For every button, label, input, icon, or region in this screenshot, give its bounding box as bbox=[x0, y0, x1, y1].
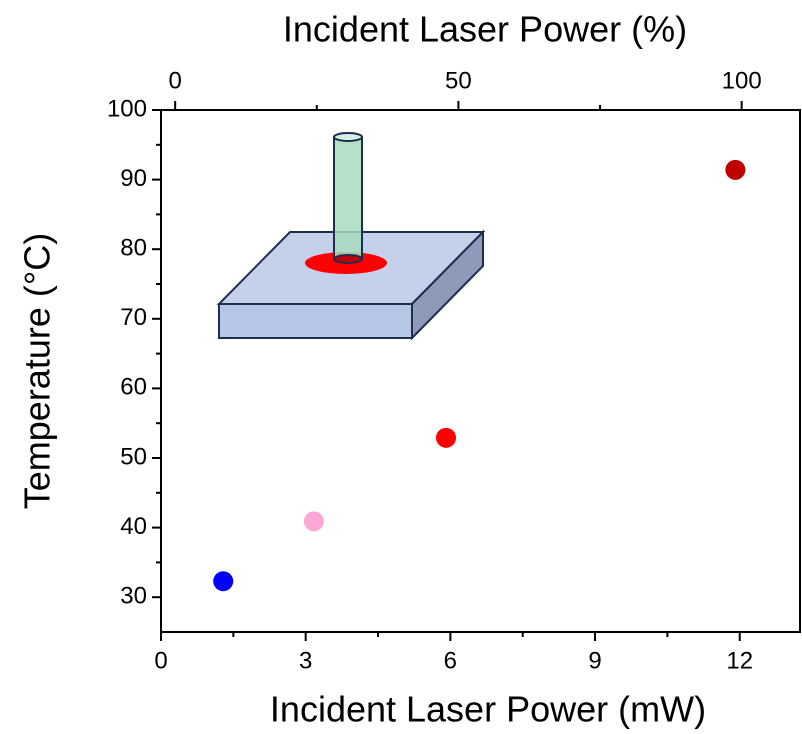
y-tick-label: 100 bbox=[107, 95, 147, 122]
fiber bbox=[333, 136, 363, 260]
x2-tick-label: 100 bbox=[722, 67, 762, 94]
data-point bbox=[725, 159, 746, 180]
x-tick-label: 6 bbox=[444, 647, 457, 674]
y-tick-label: 70 bbox=[120, 304, 147, 331]
y-tick-label: 50 bbox=[120, 443, 147, 470]
fiber-top bbox=[333, 132, 363, 142]
data-point bbox=[436, 427, 457, 448]
x-tick-label: 0 bbox=[154, 647, 167, 674]
y-tick-label: 60 bbox=[120, 374, 147, 401]
x2-axis-title: Incident Laser Power (%) bbox=[283, 9, 687, 50]
x-tick-label: 9 bbox=[588, 647, 601, 674]
y-tick-label: 80 bbox=[120, 235, 147, 262]
y-tick-label: 40 bbox=[120, 513, 147, 540]
x2-tick-label: 50 bbox=[445, 67, 472, 94]
y-axis-title: Temperature (°C) bbox=[17, 233, 58, 509]
inset-diagram bbox=[216, 132, 486, 341]
y-tick-label: 30 bbox=[120, 583, 147, 610]
plot-frame bbox=[160, 109, 801, 633]
slab-front bbox=[218, 303, 413, 339]
x-axis-title: Incident Laser Power (mW) bbox=[270, 689, 706, 730]
data-point bbox=[303, 511, 324, 532]
x-tick-label: 12 bbox=[726, 647, 753, 674]
data-point bbox=[213, 571, 234, 592]
x2-tick-label: 0 bbox=[168, 67, 181, 94]
y-tick-label: 90 bbox=[120, 165, 147, 192]
x-tick-label: 3 bbox=[299, 647, 312, 674]
fiber-bottom bbox=[333, 254, 363, 264]
